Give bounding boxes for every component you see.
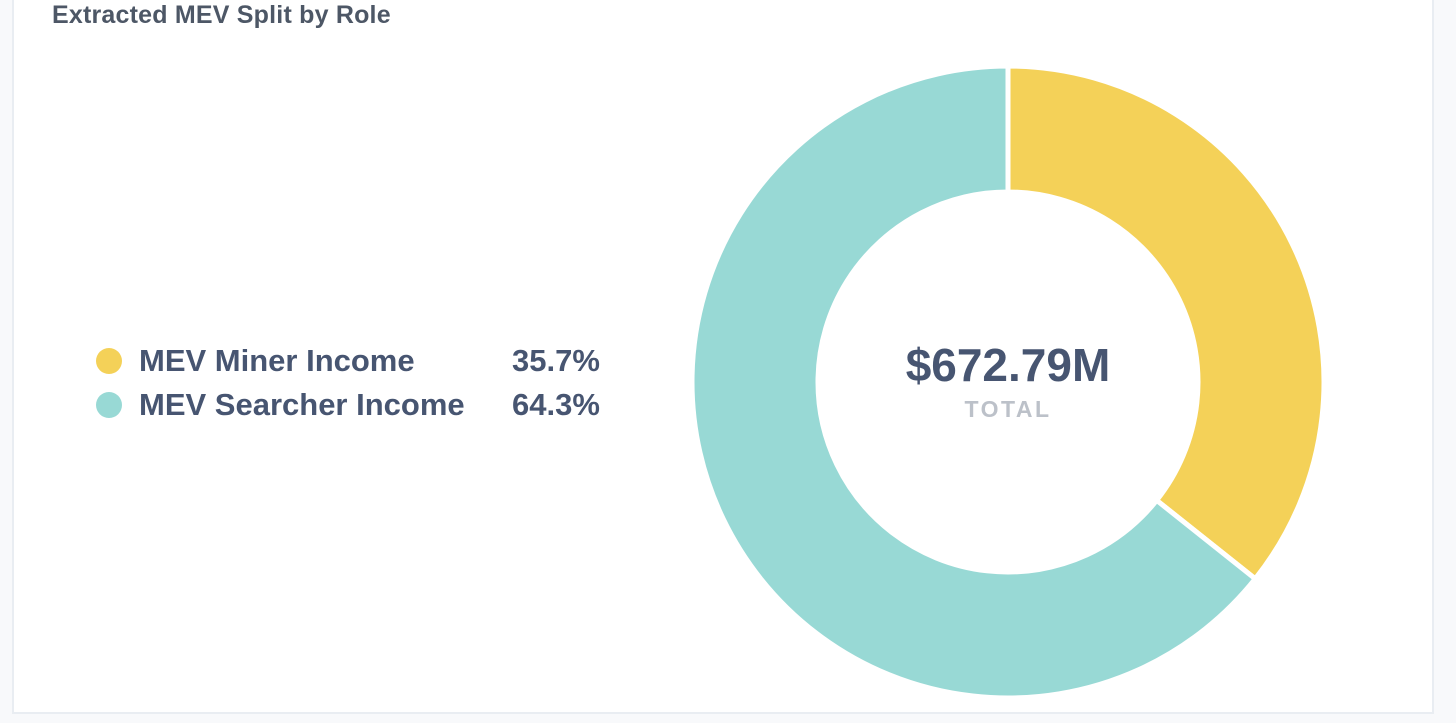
legend-swatch-miner-icon — [96, 348, 122, 374]
legend-value: 64.3% — [512, 387, 600, 422]
legend-item-miner-income[interactable]: MEV Miner Income 35.7% — [96, 339, 600, 383]
donut-chart — [689, 63, 1327, 701]
chart-legend: MEV Miner Income 35.7% MEV Searcher Inco… — [96, 339, 600, 427]
donut-slice-mev-miner-income[interactable] — [1005, 63, 1327, 583]
legend-swatch-searcher-icon — [96, 392, 122, 418]
legend-value: 35.7% — [512, 343, 600, 378]
legend-label: MEV Searcher Income — [139, 387, 465, 422]
page-title: Extracted MEV Split by Role — [52, 1, 391, 29]
donut-slice-mev-searcher-income[interactable] — [689, 63, 1259, 701]
donut-chart-container — [687, 61, 1329, 703]
mev-split-card: Extracted MEV Split by Role MEV Miner In… — [12, 0, 1434, 714]
legend-item-searcher-income[interactable]: MEV Searcher Income 64.3% — [96, 383, 600, 427]
legend-label: MEV Miner Income — [139, 343, 415, 378]
